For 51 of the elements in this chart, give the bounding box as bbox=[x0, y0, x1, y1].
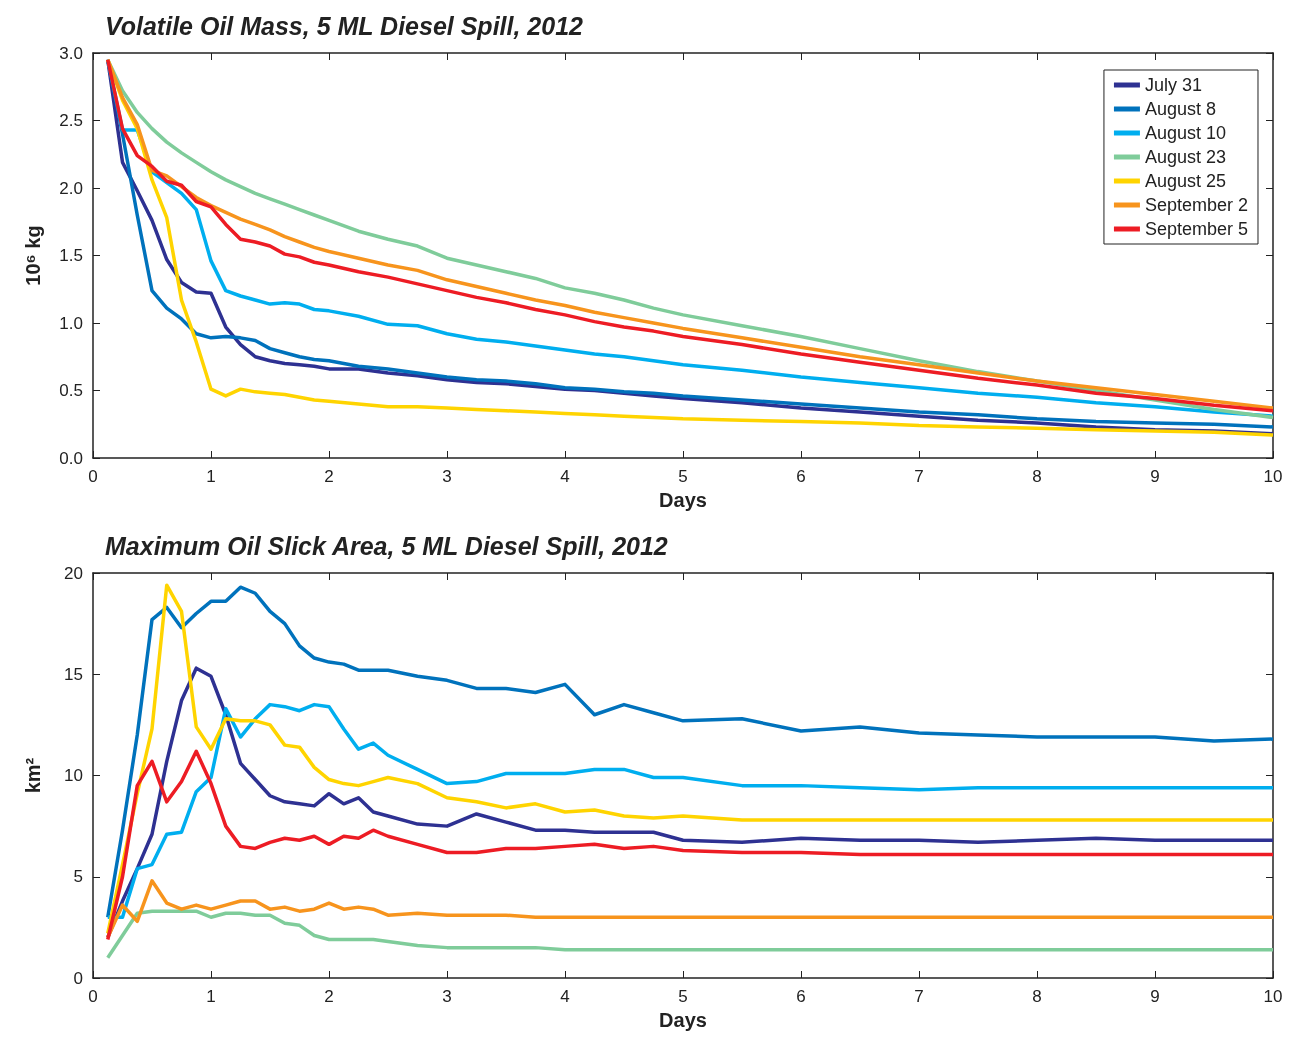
x-axis-title: Days bbox=[659, 489, 707, 511]
y-tick-label: 3.0 bbox=[59, 43, 83, 63]
x-tick-label: 2 bbox=[324, 467, 334, 486]
x-tick-label: 7 bbox=[914, 467, 924, 486]
line-series bbox=[106, 909, 1275, 960]
y-tick-label: 1.0 bbox=[59, 313, 83, 333]
y-tick-label: 1.5 bbox=[59, 246, 83, 265]
x-tick-label: 1 bbox=[206, 987, 216, 1006]
x-axis-title: Days bbox=[659, 1009, 707, 1031]
x-tick-label: 5 bbox=[678, 467, 688, 486]
legend-label: August 8 bbox=[1144, 99, 1216, 119]
x-tick-label: 10 bbox=[1263, 987, 1283, 1006]
y-tick-label: 15 bbox=[64, 664, 83, 684]
line-series bbox=[106, 702, 1275, 919]
x-tick-label: 4 bbox=[560, 467, 570, 486]
x-tick-label: 1 bbox=[206, 467, 216, 486]
x-tick-label: 10 bbox=[1263, 467, 1283, 486]
x-tick-label: 3 bbox=[442, 987, 452, 1006]
y-tick-label: 0.0 bbox=[59, 448, 83, 468]
legend-label: September 5 bbox=[1144, 219, 1248, 239]
line-series bbox=[106, 879, 1275, 940]
x-tick-label: 6 bbox=[796, 987, 806, 1006]
x-tick-label: 8 bbox=[1032, 987, 1042, 1006]
y-axis-title: 10⁶ kg bbox=[22, 225, 44, 286]
legend-label: August 25 bbox=[1144, 171, 1226, 191]
x-tick-label: 5 bbox=[678, 987, 688, 1006]
x-tick-label: 8 bbox=[1032, 467, 1042, 486]
y-tick-label: 2.0 bbox=[59, 178, 83, 198]
y-tick-label: 5 bbox=[73, 867, 83, 887]
legend-label: August 23 bbox=[1144, 147, 1226, 167]
x-tick-label: 4 bbox=[560, 987, 570, 1006]
x-tick-label: 7 bbox=[914, 987, 924, 1006]
chart-title: Maximum Oil Slick Area, 5 ML Diesel Spill, 2012 bbox=[105, 531, 668, 560]
y-tick-label: 20 bbox=[64, 563, 83, 583]
y-tick-label: 0.5 bbox=[59, 381, 83, 400]
y-tick-label: 0 bbox=[73, 968, 83, 988]
x-tick-label: 9 bbox=[1150, 467, 1160, 486]
x-tick-label: 3 bbox=[442, 467, 452, 486]
legend-label: August 10 bbox=[1144, 123, 1226, 143]
x-tick-label: 2 bbox=[324, 987, 334, 1006]
y-axis-title: km² bbox=[22, 757, 44, 794]
legend-label: July 31 bbox=[1144, 75, 1202, 95]
x-tick-label: 0 bbox=[88, 467, 98, 486]
legend-label: September 2 bbox=[1144, 195, 1248, 215]
x-tick-label: 9 bbox=[1150, 987, 1160, 1006]
line-series bbox=[106, 749, 1275, 942]
y-tick-label: 2.5 bbox=[59, 111, 83, 130]
chart-title: Volatile Oil Mass, 5 ML Diesel Spill, 2012 bbox=[105, 11, 584, 40]
x-tick-label: 6 bbox=[796, 467, 806, 486]
y-tick-label: 10 bbox=[64, 766, 83, 785]
x-tick-label: 0 bbox=[88, 987, 98, 1006]
